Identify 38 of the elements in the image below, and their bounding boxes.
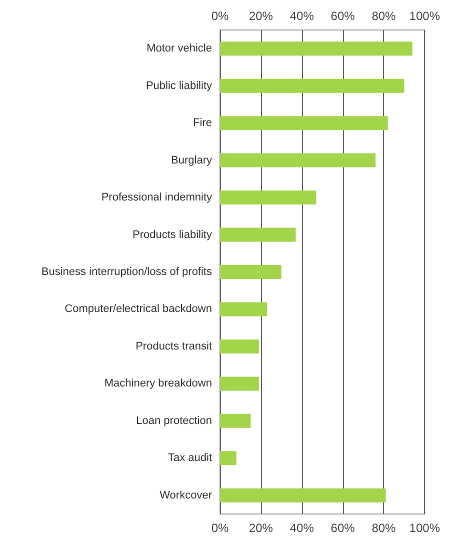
y-tick-label: Burglary bbox=[171, 154, 212, 166]
x-tick-label: 0% bbox=[211, 521, 229, 535]
x-tick-label: 80% bbox=[372, 521, 396, 535]
y-tick-label: Workcover bbox=[160, 489, 212, 502]
bar bbox=[220, 488, 386, 502]
x2-tick-label: 40% bbox=[290, 9, 314, 23]
y-tick-label: Business interruption/loss of profits bbox=[41, 266, 212, 278]
y-tick-label: Professional indemnity bbox=[101, 192, 212, 204]
bar bbox=[220, 78, 404, 93]
bar bbox=[220, 116, 388, 130]
y-tick-label: Machinery breakdown bbox=[104, 378, 212, 390]
x-tick-label: 100% bbox=[409, 521, 440, 535]
bar bbox=[220, 265, 282, 279]
y-tick-label: Products transit bbox=[136, 340, 212, 352]
bar bbox=[220, 414, 251, 428]
y-tick-label: Public liability bbox=[146, 80, 212, 92]
bar bbox=[220, 153, 376, 168]
bar bbox=[220, 339, 259, 354]
x2-tick-label: 20% bbox=[248, 9, 274, 23]
bar bbox=[220, 228, 296, 242]
x2-tick-label: 60% bbox=[330, 9, 356, 23]
x2-tick-label: 0% bbox=[211, 9, 229, 23]
y-tick-label: Motor vehicle bbox=[146, 42, 212, 55]
x-tick-label: 40% bbox=[290, 521, 314, 535]
bar bbox=[220, 376, 259, 391]
y-tick-label: Fire bbox=[193, 117, 212, 130]
y-tick-label: Tax audit bbox=[168, 452, 212, 464]
y-tick-label: Computer/electrical backdown bbox=[64, 303, 212, 316]
x-tick-label: 20% bbox=[248, 521, 274, 535]
x-tick-label: 60% bbox=[330, 521, 356, 535]
bar bbox=[220, 190, 316, 205]
bar bbox=[220, 302, 268, 316]
y-tick-label: Loan protection bbox=[136, 414, 212, 427]
y-tick-label: Products liability bbox=[132, 228, 212, 241]
bar bbox=[220, 42, 412, 56]
bar bbox=[220, 451, 236, 466]
x2-tick-label: 80% bbox=[372, 9, 396, 23]
x2-tick-label: 100% bbox=[409, 9, 440, 23]
